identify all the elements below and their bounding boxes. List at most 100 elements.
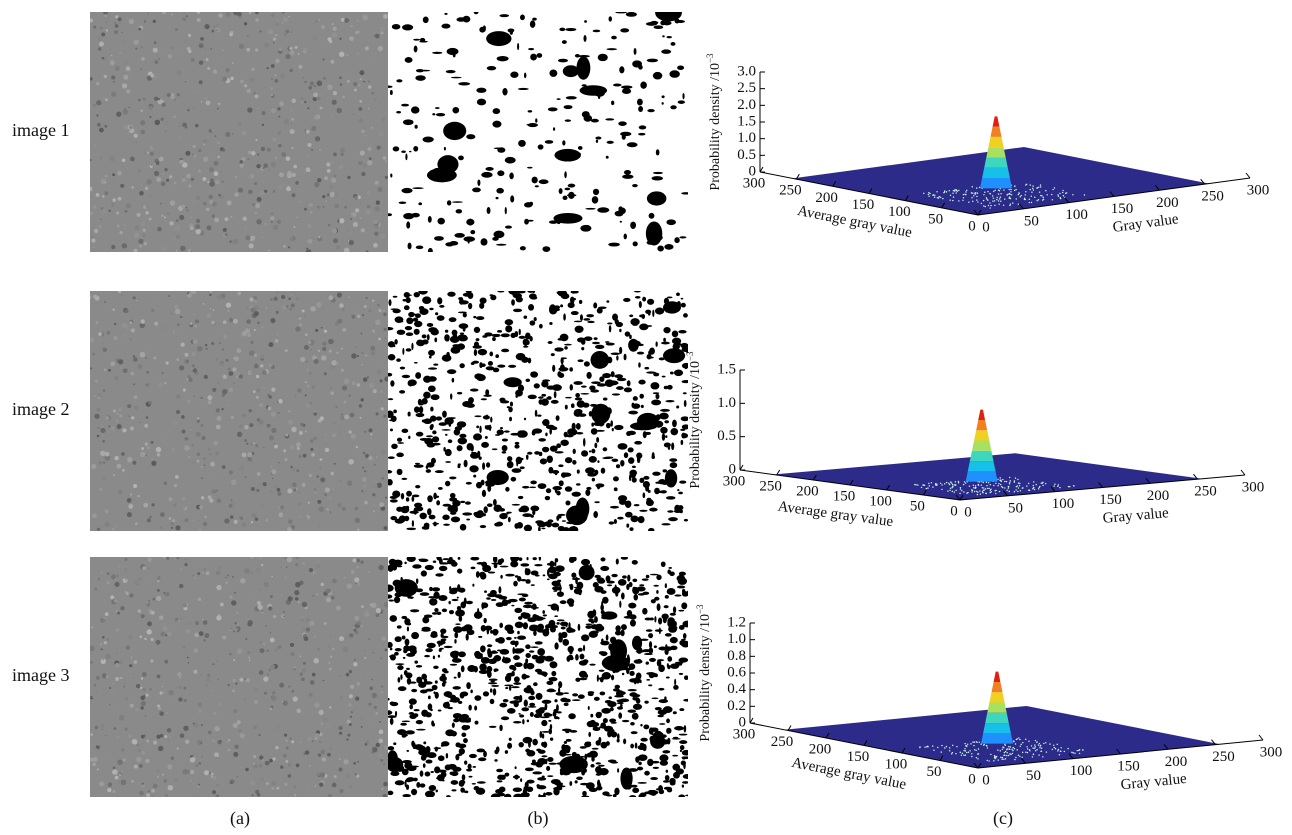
grain [261, 326, 263, 328]
grain [198, 786, 199, 787]
grain [259, 588, 263, 592]
blob [593, 302, 597, 308]
blob [684, 725, 687, 732]
grain [171, 13, 173, 15]
blob [533, 682, 538, 686]
blob [644, 791, 651, 794]
blob [629, 582, 633, 587]
grain [169, 221, 173, 225]
scatter-dot [992, 195, 993, 196]
grain [221, 438, 223, 440]
blob [554, 699, 557, 702]
blob [612, 393, 620, 395]
blob [474, 611, 483, 618]
blob [527, 719, 529, 722]
scatter-dot [1000, 484, 1001, 485]
grain [103, 389, 105, 391]
grain [327, 169, 331, 173]
grain [296, 442, 301, 447]
grain [137, 213, 141, 217]
blob [618, 121, 626, 126]
grain [205, 348, 207, 350]
blob [678, 492, 683, 495]
scatter-dot [1022, 752, 1023, 753]
grain [361, 333, 363, 335]
grain [351, 570, 355, 574]
scatter-dot [986, 198, 987, 199]
scatter-dot [931, 482, 932, 483]
blob [401, 188, 412, 193]
blob [433, 666, 439, 669]
grain [315, 733, 320, 738]
blob [553, 709, 558, 713]
blob [439, 676, 447, 682]
blob [458, 82, 470, 85]
blob [595, 136, 601, 139]
blob [617, 768, 619, 772]
grain [244, 720, 245, 721]
blob [538, 396, 543, 398]
blob [556, 692, 564, 696]
grain [342, 307, 346, 311]
grain [178, 620, 179, 621]
grain [228, 147, 229, 148]
scatter-dot [1038, 744, 1039, 745]
peak [992, 682, 1003, 692]
grain [141, 110, 143, 112]
blob [400, 367, 405, 370]
scatter-dot [1035, 750, 1036, 751]
grain [234, 745, 238, 749]
blob [569, 584, 571, 586]
grain [288, 774, 292, 778]
grain [90, 367, 92, 369]
blob [457, 584, 460, 592]
grain [291, 123, 292, 124]
grain [91, 464, 96, 469]
scatter-dot [1038, 187, 1039, 188]
scatter-dot [964, 743, 965, 744]
blob [424, 655, 430, 657]
grain [299, 431, 303, 435]
grain [201, 756, 203, 758]
blob [558, 681, 562, 688]
blob [397, 665, 403, 670]
scatter-dot [978, 484, 979, 485]
blob [455, 609, 465, 616]
grain [118, 490, 123, 495]
grain [220, 740, 222, 742]
grain [364, 485, 367, 488]
blob [477, 781, 486, 783]
blob [474, 666, 478, 672]
grain [145, 211, 148, 214]
tick [1241, 470, 1245, 475]
blob [560, 364, 565, 372]
grain [381, 788, 383, 790]
scatter-dot [998, 200, 999, 201]
grain [379, 26, 384, 31]
grain [187, 47, 191, 51]
blob [563, 639, 567, 644]
blob [434, 608, 438, 612]
blob [576, 776, 583, 780]
scatter-dot [983, 200, 984, 201]
blob [646, 371, 656, 373]
grain [251, 68, 255, 72]
grain [267, 148, 271, 152]
scatter-dot [986, 197, 987, 198]
grain [124, 224, 126, 226]
blob [649, 641, 652, 648]
grain [149, 218, 152, 221]
blob [483, 395, 491, 397]
grain [105, 522, 110, 527]
grain [283, 616, 284, 617]
grain [249, 423, 253, 427]
grain [122, 428, 126, 432]
scatter-dot [938, 197, 939, 198]
grain [197, 420, 200, 423]
grain [117, 759, 123, 765]
blob [592, 342, 600, 345]
grain [283, 17, 288, 22]
blob [623, 298, 630, 302]
blob [483, 618, 486, 623]
grain [295, 555, 299, 559]
